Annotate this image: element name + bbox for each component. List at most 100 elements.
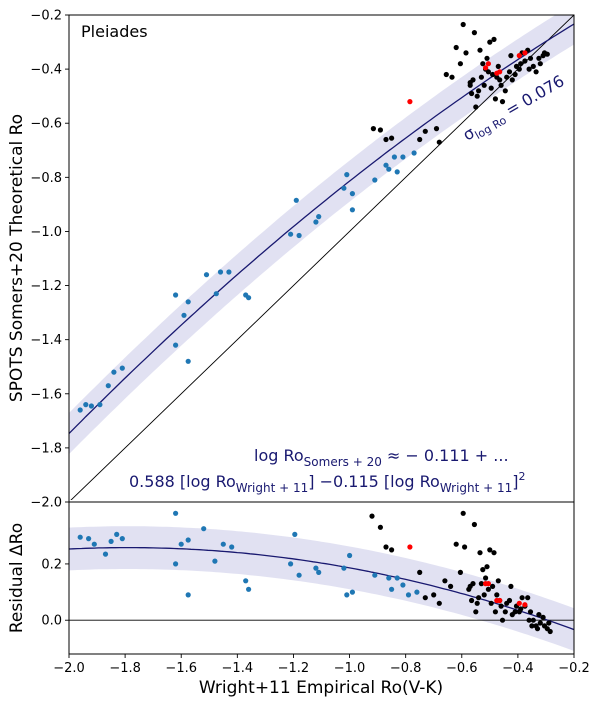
residual-point-series-1 [377,524,383,530]
residual-point-series-1 [495,578,501,584]
x-tick-label: −0.6 [446,661,478,676]
residual-point-series-1 [534,626,541,632]
residual-point-series-1 [431,592,437,598]
point-series-1 [518,61,524,67]
residual-point-series-0 [102,551,109,557]
point-series-1 [477,47,483,53]
residual-frame [68,501,575,655]
point-series-1 [516,66,522,72]
point-series-1 [476,88,482,94]
point-series-1 [389,135,395,141]
residual-point-series-0 [344,592,350,598]
residual-point-series-0 [400,582,406,588]
residual-point-series-0 [405,592,412,598]
x-tick-label: −2.0 [53,661,85,676]
point-series-1 [453,44,459,51]
residual-point-series-1 [436,600,442,606]
residual-point-series-1 [488,600,494,606]
point-series-0 [173,342,179,348]
residual-point-series-1 [519,595,525,601]
point-series-0 [105,383,111,389]
residual-point-series-1 [469,597,475,604]
point-series-0 [173,292,179,298]
point-series-0 [391,154,397,160]
x-axis-label: Wright+11 Empirical Ro(V-K) [199,678,443,698]
residual-point-series-0 [212,558,218,564]
residual-y-tick-label: 0.0 [41,614,62,629]
point-series-1 [383,136,389,143]
residual-point-series-1 [490,583,496,590]
eq2-sup: 2 [519,470,526,483]
point-series-1 [491,36,497,43]
eq1-suffix: ≈ − 0.111 + ... [382,446,509,465]
one-to-one-line [70,15,574,500]
y-tick-label: −1.2 [30,279,62,294]
y-tick-label: −1.6 [30,387,62,402]
point-series-0 [185,299,191,305]
residual-point-series-0 [414,589,420,595]
eq1-prefix: log Ro [254,446,304,465]
point-series-1 [533,69,539,75]
residual-point-series-0 [296,572,302,578]
point-series-1 [449,74,455,80]
residual-point-series-0 [313,565,319,571]
point-series-1 [512,71,518,78]
point-series-1 [481,82,487,88]
x-tick-label: −0.2 [558,661,590,676]
main-data-points [77,21,550,413]
residual-point-series-0 [347,552,353,559]
residual-confidence-band [69,526,574,651]
point-series-1 [530,63,536,69]
point-series-0 [77,407,83,413]
residual-point-series-1 [485,586,491,592]
residual-point-series-1 [474,600,480,606]
point-series-1 [495,63,501,69]
point-series-0 [313,219,319,225]
x-tick-label: −1.0 [334,661,366,676]
residual-point-series-1 [537,620,543,626]
point-series-0 [97,402,103,408]
point-series-0 [296,232,302,239]
residual-point-series-1 [483,575,489,581]
point-series-2 [407,99,413,105]
point-series-1 [460,21,466,28]
point-series-1 [469,90,475,97]
main-y-axis-label: SPOTS Somers+20 Theoretical Ro [7,114,27,402]
point-series-2 [497,69,503,75]
point-series-1 [506,69,513,75]
residual-point-series-0 [229,544,235,550]
residual-point-series-1 [492,609,498,615]
residual-point-series-1 [527,609,534,615]
residual-point-series-0 [372,572,378,578]
residual-point-series-0 [86,536,92,542]
point-series-1 [536,55,542,61]
x-tick-label: −0.8 [390,661,422,676]
residual-point-series-1 [506,597,513,604]
point-series-1 [470,77,476,83]
point-series-1 [499,99,506,105]
point-series-1 [370,126,376,132]
residual-point-series-0 [316,569,322,576]
residual-point-series-1 [476,595,482,601]
residual-point-series-1 [471,521,477,528]
y-tick-label: −0.8 [30,171,62,186]
residual-point-series-1 [499,617,506,623]
point-series-0 [119,365,125,371]
residual-point-series-2 [407,544,413,550]
point-series-1 [471,29,477,36]
residual-point-series-1 [512,609,518,615]
point-series-1 [487,39,493,45]
main-fit-curve [69,23,574,434]
x-ticks: −2.0 −1.8 −1.6 −1.4 −1.2 −1.0 −0.8 −0.6 −0.4 −0.2 [53,654,590,676]
residual-point-series-1 [498,603,504,609]
residual-y-axis-label: Residual ΔRo [7,523,27,633]
point-series-0 [288,231,294,237]
main-y-ticks: −2.0 −1.8 −1.6 −1.4 −1.2 −1.0 −0.8 −0.6 −0.4 −0.2 [30,9,69,511]
point-series-1 [488,85,494,91]
point-series-1 [526,66,532,72]
y-tick-label: −0.4 [30,63,62,78]
sigma-band [69,15,574,455]
eq2-b: ] −0.115 [log Ro [308,472,440,491]
residual-point-series-1 [487,547,493,553]
residual-point-series-1 [453,541,459,547]
